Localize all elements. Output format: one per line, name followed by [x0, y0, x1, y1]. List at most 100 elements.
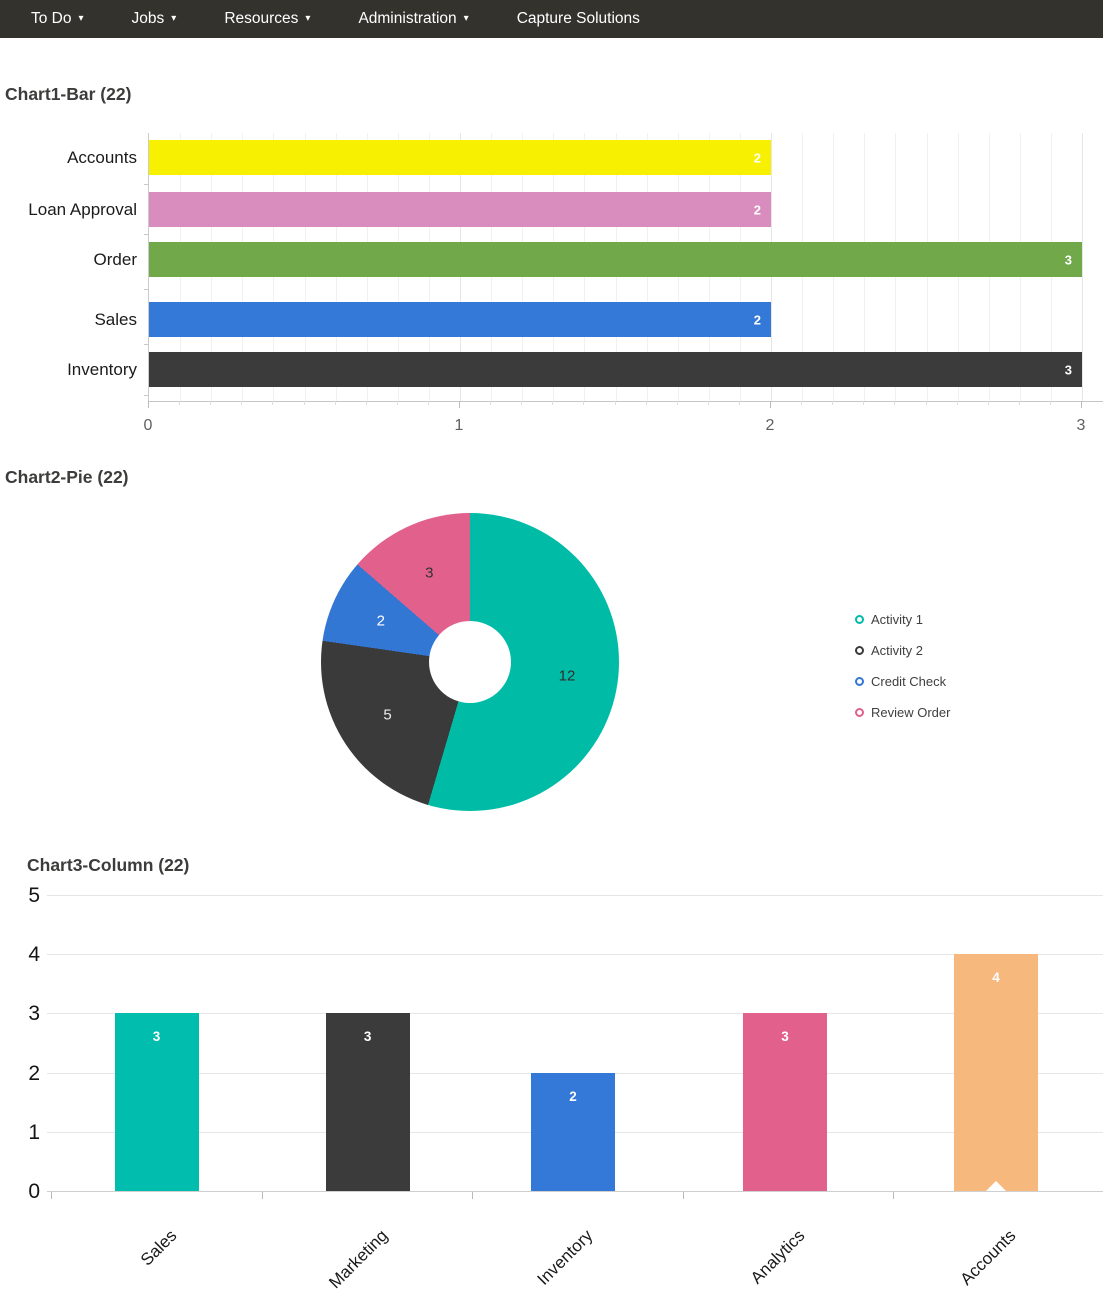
category-label: Accounts: [67, 147, 137, 167]
legend-ring-icon: [855, 708, 864, 717]
chart3-title: Chart3-Column (22): [27, 855, 190, 875]
bar-value-label: 3: [1064, 252, 1072, 267]
axis-tick: [144, 289, 149, 290]
axis-tick: [272, 401, 274, 405]
y-axis-label: 3: [28, 1002, 40, 1026]
chart3-y-axis-labels: 0 1 2 3 4 5: [18, 884, 40, 1203]
axis-tick: [144, 234, 149, 235]
axis-tick: [676, 401, 678, 405]
legend-item-activity-1[interactable]: Activity 1: [855, 604, 950, 635]
axis-tick: [521, 401, 523, 405]
navbar: To Do ▾ Jobs ▾ Resources ▾ Administration ▾ Capt…: [0, 0, 1103, 38]
axis-tick: [1049, 401, 1051, 405]
nav-item-label: Capture Solutions: [516, 10, 640, 27]
axis-tick: [1018, 401, 1020, 405]
chart2-donut[interactable]: 12 5 2 3: [321, 513, 619, 811]
axis-tick: [334, 401, 336, 405]
column-analytics[interactable]: 3: [743, 1013, 827, 1191]
category-label: Sales: [94, 309, 137, 329]
nav-item-label: To Do: [31, 10, 72, 27]
legend-item-credit-check[interactable]: Credit Check: [855, 666, 950, 697]
axis-tick: [261, 1192, 263, 1199]
gridline: [47, 954, 1103, 956]
axis-tick: [863, 401, 865, 405]
nav-item-label: Jobs: [131, 10, 165, 27]
category-label: Sales: [136, 1226, 180, 1270]
chart1-category-labels: Accounts Loan Approval Order Sales Inventory: [0, 133, 137, 401]
nav-item-to-do[interactable]: To Do ▾: [31, 10, 132, 28]
navbar-menu: To Do ▾ Jobs ▾ Resources ▾ Administration ▾ Capt…: [0, 0, 1103, 38]
category-label: Marketing: [324, 1226, 392, 1293]
x-axis-label: 2: [765, 417, 775, 434]
nav-item-resources[interactable]: Resources ▾: [224, 10, 358, 28]
axis-tick: [552, 401, 554, 405]
caret-down-icon: ▾: [78, 13, 84, 24]
axis-tick: [365, 401, 367, 405]
bar-order[interactable]: 3: [149, 242, 1082, 277]
gridline: [1082, 133, 1083, 401]
y-axis-label: 2: [28, 1061, 40, 1085]
axis-tick: [645, 401, 647, 405]
legend-ring-icon: [855, 677, 864, 686]
axis-tick: [148, 401, 149, 408]
x-axis-label: 3: [1076, 417, 1086, 434]
gridline: [47, 895, 1103, 896]
axis-tick: [303, 401, 305, 405]
legend-label: Review Order: [871, 705, 951, 720]
legend-ring-icon: [855, 646, 864, 655]
legend-item-review-order[interactable]: Review Order: [855, 697, 950, 728]
bar-value-label: 2: [753, 202, 761, 217]
y-axis-label: 5: [28, 884, 40, 907]
axis-tick: [987, 401, 989, 405]
category-label: Inventory: [67, 359, 137, 379]
chart1-title: Chart1-Bar (22): [5, 84, 132, 104]
legend-label: Credit Check: [871, 674, 947, 689]
axis-tick: [210, 401, 212, 405]
bar-loan-approval[interactable]: 2: [149, 192, 771, 227]
slice-value-label: 3: [425, 564, 434, 582]
chart2-legend: Activity 1 Activity 2 Credit Check Review O…: [855, 604, 950, 728]
nav-item-label: Administration: [358, 10, 457, 27]
column-sales[interactable]: 3: [114, 1013, 199, 1191]
slice-value-label: 12: [558, 667, 576, 685]
axis-tick: [144, 394, 149, 396]
category-label: Accounts: [956, 1226, 1020, 1289]
nav-item-label: Resources: [224, 10, 299, 27]
bar-accounts[interactable]: 2: [149, 140, 771, 175]
axis-tick: [472, 1192, 474, 1199]
y-axis-label: 4: [28, 943, 40, 967]
nav-item-administration[interactable]: Administration ▾: [358, 10, 516, 28]
legend-item-activity-2[interactable]: Activity 2: [855, 635, 950, 666]
column-marketing[interactable]: 3: [325, 1013, 410, 1191]
caret-down-icon: ▾: [305, 13, 311, 24]
axis-tick: [682, 1192, 684, 1199]
nav-item-capture-solutions[interactable]: Capture Solutions: [517, 10, 688, 28]
axis-tick: [179, 401, 181, 405]
slice-value-label: 5: [383, 706, 392, 724]
bar-value-label: 2: [753, 150, 761, 165]
category-label: Analytics: [746, 1226, 809, 1288]
column-accounts[interactable]: 4: [954, 954, 1038, 1191]
bar-inventory[interactable]: 3: [149, 352, 1082, 387]
axis-tick: [144, 344, 149, 345]
x-axis-label: 1: [454, 417, 464, 434]
gridline: [47, 1013, 1103, 1015]
axis-tick: [893, 1192, 895, 1199]
column-value-label: 3: [363, 1029, 372, 1045]
axis-tick: [801, 401, 803, 405]
gridline: [47, 1191, 1103, 1192]
category-label: Loan Approval: [28, 199, 137, 219]
axis-tick: [894, 401, 896, 405]
chart1-x-axis: 0 1 2 3: [144, 401, 1103, 439]
bar-sales[interactable]: 2: [149, 302, 771, 337]
chart3-plot-area: 3 3 2 3 4: [47, 895, 1103, 1199]
axis-tick: [956, 401, 958, 405]
nav-item-jobs[interactable]: Jobs ▾: [132, 10, 225, 28]
y-axis-label: 0: [28, 1180, 40, 1203]
chart1-plot-area: 2 2 3 2 3: [144, 133, 1103, 402]
y-axis-label: 1: [28, 1120, 40, 1144]
column-inventory[interactable]: 2: [531, 1072, 615, 1191]
axis-tick: [832, 401, 834, 405]
axis-tick: [614, 401, 616, 405]
